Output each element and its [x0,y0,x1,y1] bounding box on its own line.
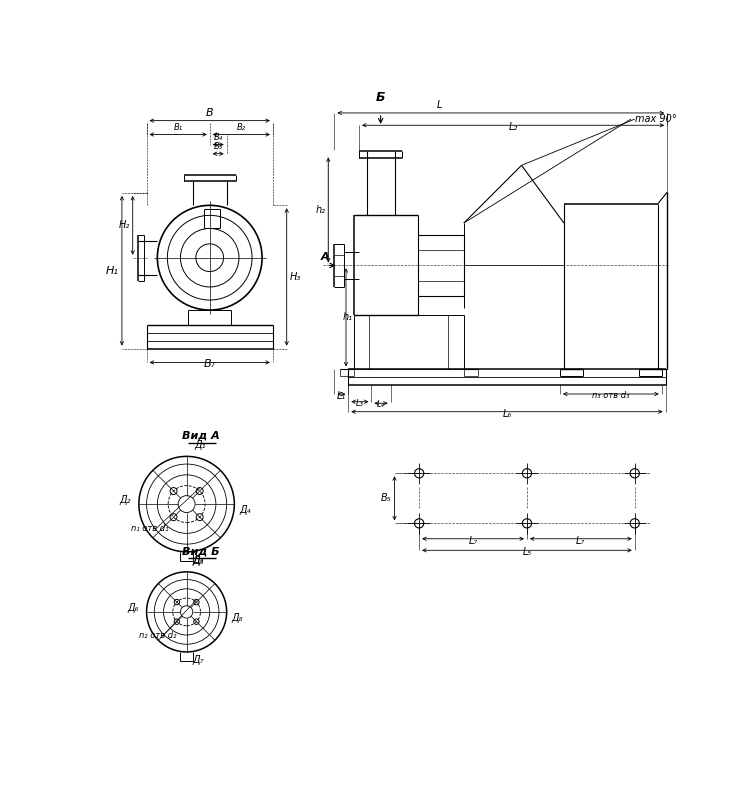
Text: B: B [206,107,213,118]
Text: h₁: h₁ [343,312,353,322]
Text: n₁ отв d₁: n₁ отв d₁ [131,524,169,534]
Text: B₅: B₅ [381,494,391,503]
Text: L₇: L₇ [469,536,478,546]
Text: B₇: B₇ [204,359,216,370]
Text: L₃: L₃ [356,398,364,408]
Text: H₃: H₃ [290,272,301,282]
Text: L₅: L₅ [523,547,532,558]
Text: L₁: L₁ [336,391,346,401]
Text: B₁: B₁ [173,123,182,132]
Text: Д₃: Д₃ [193,554,204,565]
Text: n₃ отв d₃: n₃ отв d₃ [592,391,629,400]
Text: L₂: L₂ [508,122,517,132]
Text: H₂: H₂ [119,220,130,230]
Text: L: L [436,100,442,110]
Text: Д₂: Д₂ [119,495,131,506]
Text: Д₁: Д₁ [195,440,206,450]
Text: B₂: B₂ [237,123,246,132]
Text: Д₈: Д₈ [231,613,243,623]
Text: max 90°: max 90° [635,114,677,124]
Text: Вид Б: Вид Б [182,546,219,557]
Text: Д₆: Д₆ [128,603,139,613]
Text: n₂ отв d₂: n₂ отв d₂ [139,630,176,639]
Text: L₄: L₄ [377,400,385,409]
Text: B₄: B₄ [213,133,223,142]
Text: L₆: L₆ [502,409,511,418]
Text: Д₅: Д₅ [193,556,204,566]
Text: Д₇: Д₇ [193,654,204,665]
Text: Б: Б [376,90,385,104]
Text: L₇: L₇ [576,536,586,546]
Text: B₃: B₃ [213,142,223,151]
Text: H₁: H₁ [106,266,119,276]
Text: Вид А: Вид А [182,431,219,441]
Text: h₂: h₂ [315,205,325,215]
Text: Д₄: Д₄ [239,506,251,515]
Text: А: А [321,251,330,262]
